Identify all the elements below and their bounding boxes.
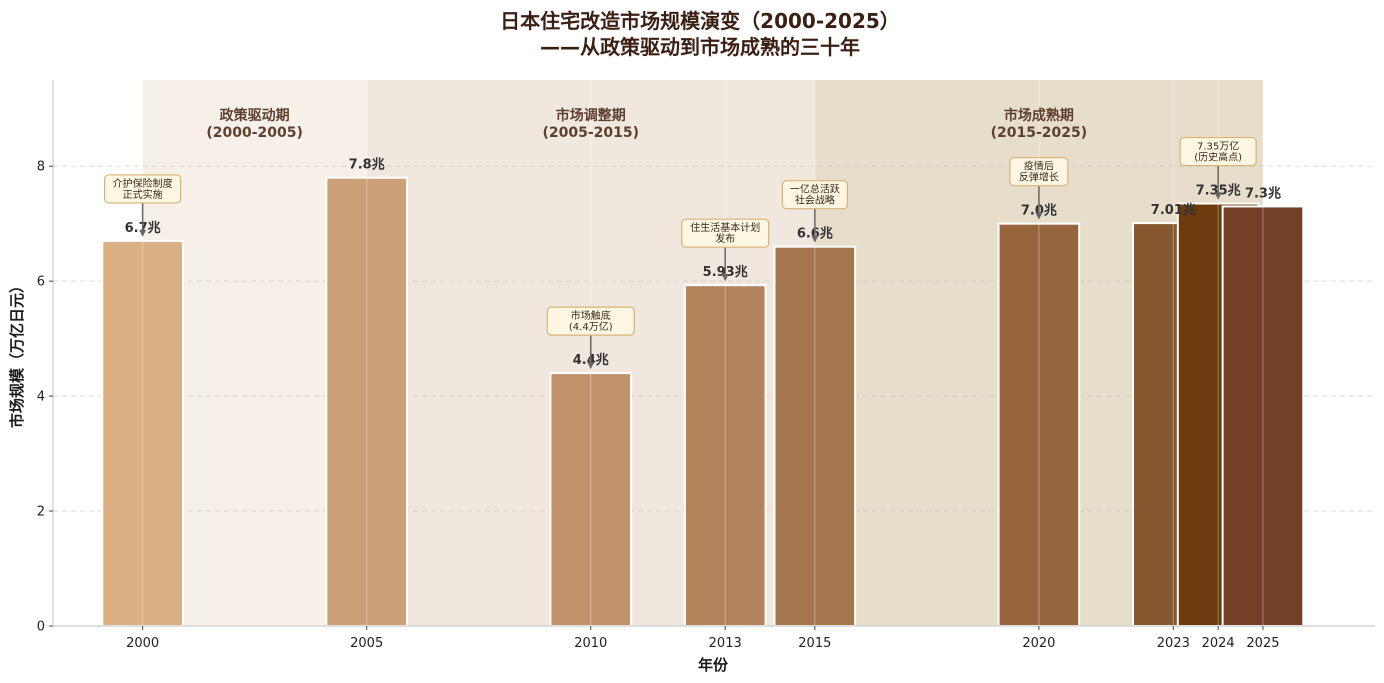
y-tick-label-0: 0 bbox=[37, 620, 45, 635]
annotation-text-2010-2: (4.4万亿) bbox=[569, 320, 613, 333]
bar-2015 bbox=[773, 245, 857, 628]
annotation-text-2010-1: 市场触底 bbox=[571, 309, 611, 322]
annotation-arrowhead-2024 bbox=[1214, 192, 1222, 200]
annotations: 介护保险制度正式实施市场触底(4.4万亿)住生活基本计划发布一亿总活跃社会战略疫… bbox=[104, 136, 1257, 370]
x-tick-label-2000: 2000 bbox=[126, 636, 159, 651]
period-range-2: (2005-2015) bbox=[542, 125, 639, 141]
annotation-arrowhead-2010 bbox=[587, 362, 595, 370]
y-tick-label-6: 6 bbox=[37, 275, 45, 290]
value-label-2023: 7.01兆 bbox=[1151, 202, 1196, 218]
annotation-box-2015 bbox=[781, 180, 848, 210]
annotation-2010: 市场触底(4.4万亿) bbox=[546, 306, 635, 370]
y-tick-label-2: 2 bbox=[37, 505, 45, 520]
annotation-text-2000-1: 介护保险制度 bbox=[113, 177, 173, 190]
annotation-box-2024 bbox=[1179, 136, 1257, 167]
chart-title: 日本住宅改造市场规模演变（2000-2025） bbox=[500, 9, 900, 33]
y-axis-label: 市场规模（万亿日元） bbox=[8, 278, 26, 428]
annotation-box-2010 bbox=[546, 306, 635, 336]
annotation-text-2015-2: 社会战略 bbox=[795, 194, 835, 207]
period-range-3: (2015-2025) bbox=[991, 125, 1088, 141]
annotation-text-2013-2: 发布 bbox=[715, 232, 735, 245]
annotation-text-2020-1: 疫情后 bbox=[1024, 160, 1054, 173]
x-tick-label-2025: 2025 bbox=[1246, 636, 1279, 651]
x-axis-label: 年份 bbox=[698, 656, 729, 674]
annotation-box-2000 bbox=[104, 174, 182, 204]
value-label-2025: 7.3兆 bbox=[1245, 185, 1281, 201]
annotation-text-2020-2: 反弹增长 bbox=[1019, 171, 1059, 184]
y-tick-label-8: 8 bbox=[37, 160, 45, 175]
x-tick-label-2013: 2013 bbox=[709, 636, 742, 651]
annotation-arrowhead-2013 bbox=[721, 274, 729, 282]
annotation-arrowhead-2000 bbox=[139, 229, 147, 237]
x-tick-label-2005: 2005 bbox=[350, 636, 383, 651]
value-label-2005: 7.8兆 bbox=[349, 157, 385, 173]
bars bbox=[101, 176, 1305, 628]
tick-labels: 0 2 4 6 8 2000 2005 2010 2013 2015 2020 2023 2024 202… bbox=[37, 160, 1280, 651]
period-label-2: 市场调整期 bbox=[556, 107, 626, 124]
period-labels: 政策驱动期(2000-2005) 市场调整期(2005-2015) 市场成熟期(20… bbox=[206, 107, 1087, 141]
annotation-text-2015-1: 一亿总活跃 bbox=[790, 183, 840, 196]
period-label-1: 政策驱动期 bbox=[220, 107, 290, 124]
annotation-arrowhead-2015 bbox=[811, 235, 819, 243]
annotation-text-2013-1: 住生活基本计划 bbox=[690, 221, 760, 234]
bar-centerlines bbox=[142, 80, 1264, 626]
annotation-arrowhead-2020 bbox=[1035, 212, 1043, 220]
annotation-text-2024-2: (历史高点) bbox=[1194, 151, 1242, 164]
axes bbox=[52, 80, 1375, 627]
x-tick-label-2015: 2015 bbox=[798, 636, 831, 651]
annotation-2024: 7.35万亿(历史高点) bbox=[1179, 136, 1257, 200]
x-tick-label-2023: 2023 bbox=[1157, 636, 1190, 651]
x-tick-label-2024: 2024 bbox=[1202, 636, 1235, 651]
chart-subtitle: ——从政策驱动到市场成熟的三十年 bbox=[540, 35, 860, 59]
bar-2025 bbox=[1221, 205, 1305, 627]
bar-2000 bbox=[101, 239, 184, 627]
period-label-3: 市场成熟期 bbox=[1004, 107, 1074, 124]
x-tick-label-2010: 2010 bbox=[574, 636, 607, 651]
annotation-text-2024-1: 7.35万亿 bbox=[1197, 140, 1239, 153]
annotation-box-2013 bbox=[681, 218, 770, 248]
y-tick-label-4: 4 bbox=[37, 390, 45, 405]
x-tick-label-2020: 2020 bbox=[1022, 636, 1055, 651]
annotation-text-2000-2: 正式实施 bbox=[123, 188, 163, 201]
period-range-1: (2000-2005) bbox=[206, 125, 303, 141]
annotation-box-2020 bbox=[1009, 157, 1069, 187]
bar-2010 bbox=[549, 372, 633, 627]
